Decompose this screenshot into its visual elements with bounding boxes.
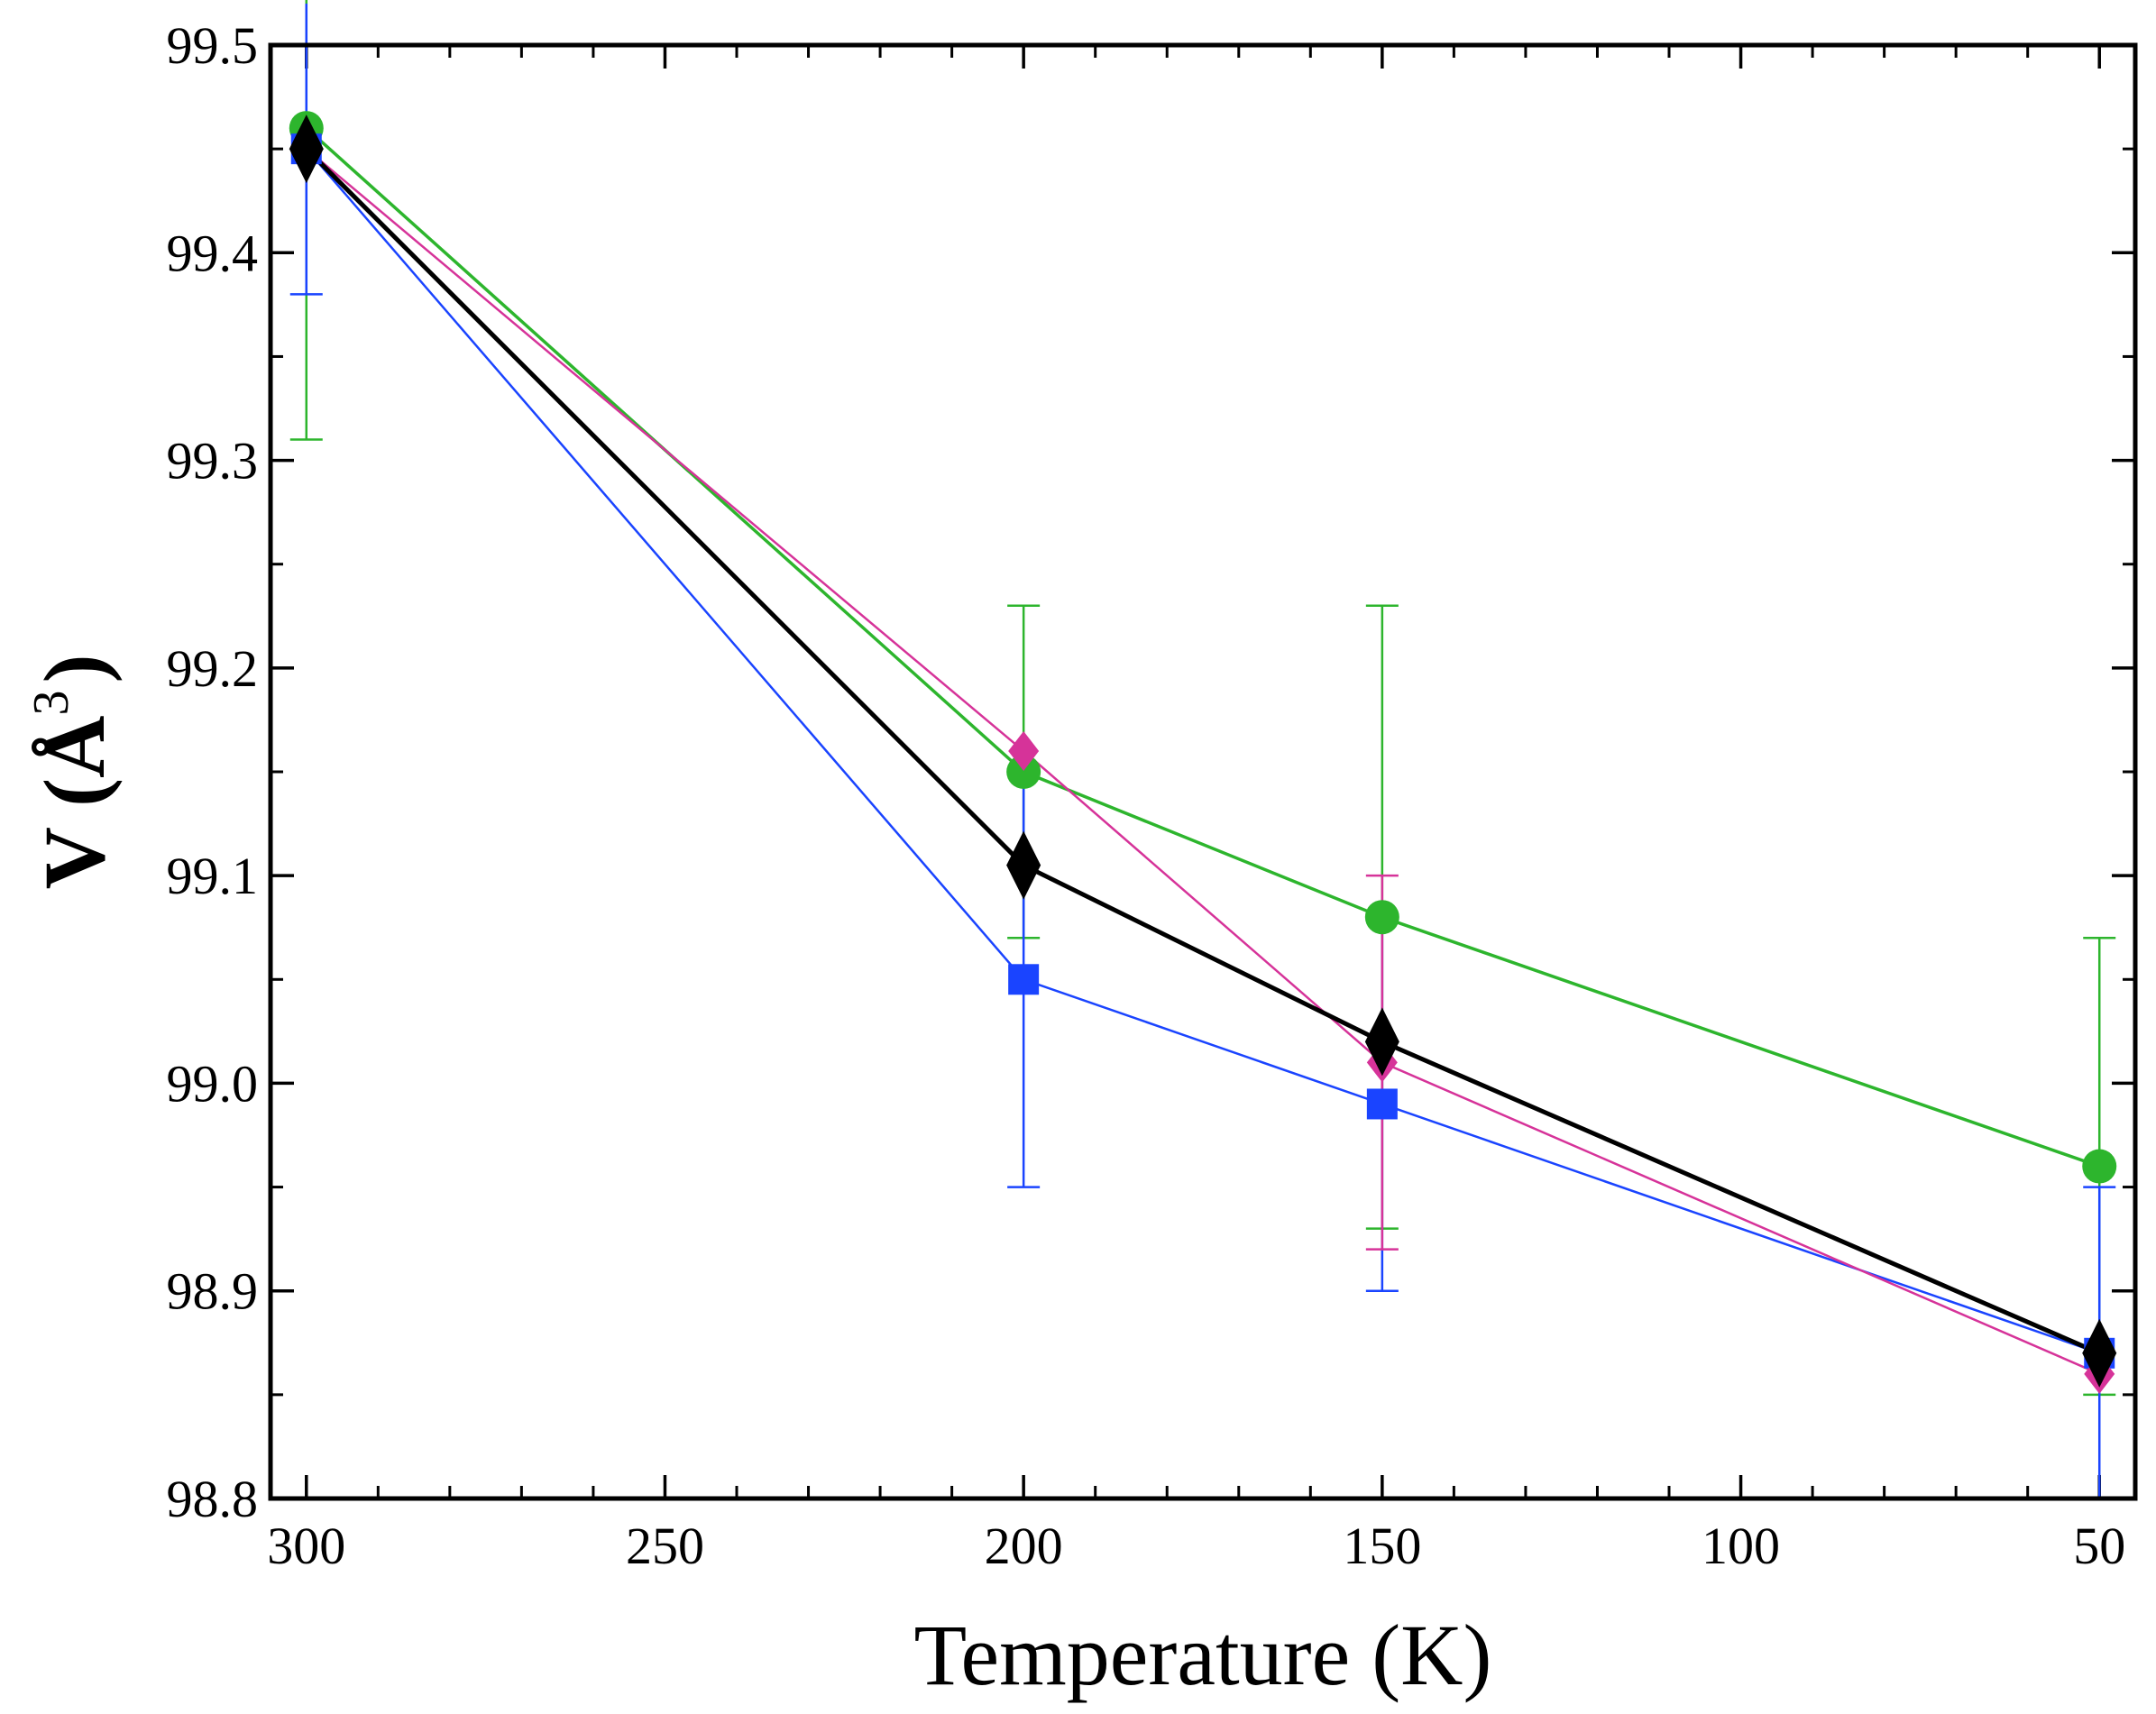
series-lines [305,126,2101,1375]
series-markers [289,111,2117,1394]
green-circles-line [305,126,2100,1169]
black-diamonds-line [305,147,2101,1356]
green-circles-point [2082,1149,2117,1184]
y-axis-title-main: V (Å [26,716,123,890]
svg-text:V (Å3): V (Å3) [23,655,123,890]
x-tick-label: 250 [626,1517,704,1575]
y-tick-label: 99.3 [167,432,259,490]
black-diamonds-point [1006,830,1041,900]
x-tick-labels: 300 250 200 150 100 50 [267,1517,2125,1575]
x-tick-label: 200 [985,1517,1063,1575]
blue-squares-point [1008,964,1040,995]
y-tick-label: 99.4 [167,224,259,282]
green-circles-point [1006,755,1041,789]
x-axis-title: Temperature (K) [914,1607,1492,1703]
blue-squares-line [305,148,2100,1354]
magenta-diamonds-point [1008,730,1040,771]
green-circles-point [1364,900,1399,935]
y-tick-label: 98.8 [167,1470,259,1528]
y-tick-label: 99.0 [167,1054,259,1113]
x-tick-label: 100 [1702,1517,1780,1575]
magenta-diamonds-line [305,148,2100,1375]
error-bars [289,0,2116,1499]
y-axis-title-close: ) [26,655,123,683]
plot-frame [268,42,2138,1501]
axis-ticks [271,43,2135,1500]
black-diamonds-point [1364,1007,1399,1077]
y-tick-label: 99.5 [167,16,259,75]
y-tick-label: 99.2 [167,639,259,698]
x-tick-label: 50 [2073,1517,2125,1575]
black-diamonds-point [289,115,324,184]
y-tick-label: 99.1 [167,847,259,905]
x-tick-label: 150 [1343,1517,1421,1575]
y-tick-labels: 98.8 98.9 99.0 99.1 99.2 99.3 99.4 99.5 [167,16,259,1528]
y-axis-title-superscript: 3 [23,691,79,716]
black-diamonds-point [2082,1318,2117,1388]
x-tick-label: 300 [267,1517,345,1575]
y-tick-label: 98.9 [167,1262,259,1321]
blue-squares-point [1366,1088,1398,1120]
y-axis-title: V (Å3) [23,655,123,890]
